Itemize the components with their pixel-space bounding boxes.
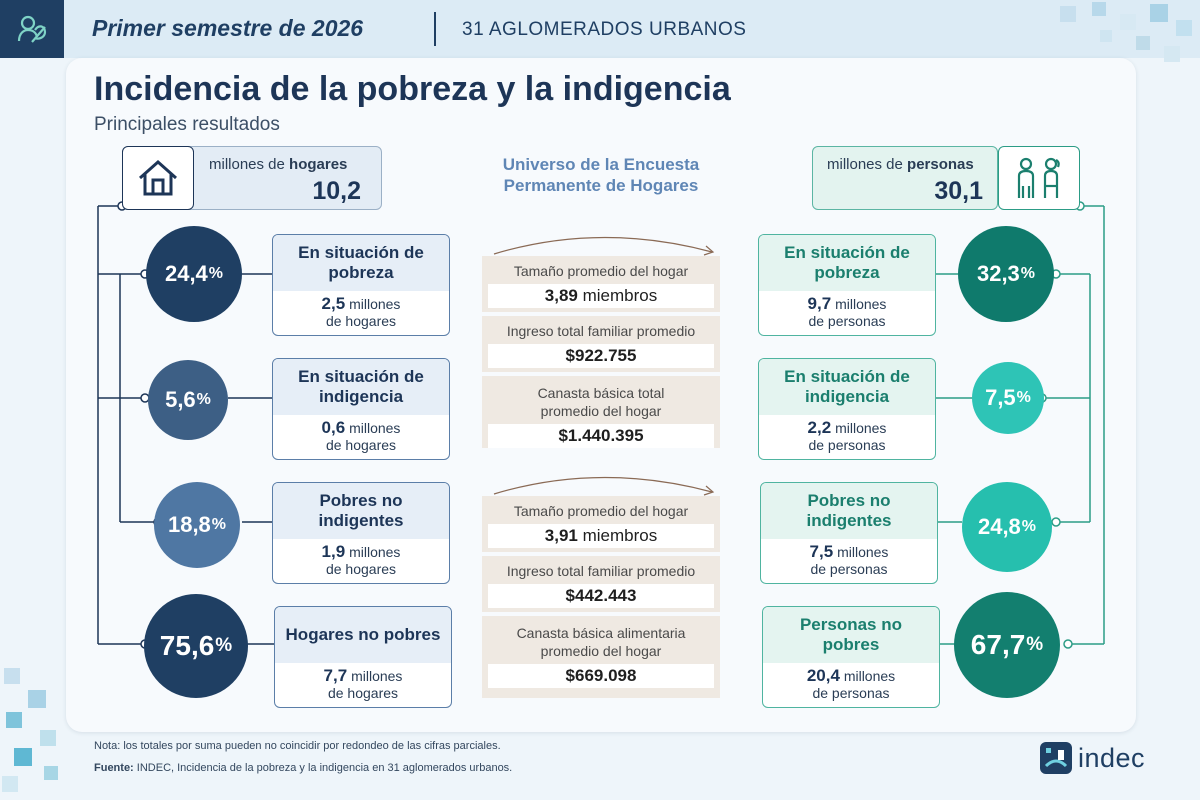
- households-universe-label: millones de hogares: [209, 156, 348, 173]
- pixel-decoration-bottom: [2, 668, 58, 792]
- households-poverty-circle: 24,4%: [146, 226, 242, 322]
- persons-non-poor-box: Personas no pobres 20,4 millones de perso…: [762, 606, 940, 708]
- households-poverty-count: 2,5 millones de hogares: [321, 294, 401, 329]
- middle-g2-household-size: Tamaño promedio del hogar 3,91 miembros: [482, 496, 720, 552]
- households-non-poor-title: Hogares no pobres: [275, 607, 451, 663]
- middle-g1-income-value: $922.755: [488, 344, 714, 368]
- households-poverty-title: En situación de pobreza: [273, 235, 449, 291]
- middle-g2-basket-value: $669.098: [488, 664, 714, 688]
- persons-poor-non-indigent-circle: 24,8%: [962, 482, 1052, 572]
- footer-source: Fuente: INDEC, Incidencia de la pobreza …: [94, 762, 513, 774]
- persons-universe-box: millones de personas 30,1: [812, 146, 998, 210]
- middle-g2-income-label: Ingreso total familiar promedio: [506, 563, 696, 579]
- footer-note: Nota: los totales por suma pueden no coi…: [94, 740, 501, 752]
- persons-non-poor-circle: 67,7%: [954, 592, 1060, 698]
- indec-mark-icon: [1040, 742, 1072, 774]
- persons-poverty-count: 9,7 millones de personas: [807, 294, 887, 329]
- households-poor-non-indigent-circle: 18,8%: [154, 482, 240, 568]
- households-non-poor-count: 7,7 millones de hogares: [323, 666, 403, 701]
- persons-indigence-box: En situación de indigencia 2,2 millones d…: [758, 358, 936, 460]
- header-divider: [434, 12, 436, 46]
- scope-label: 31 AGLOMERADOS URBANOS: [462, 19, 747, 40]
- households-poverty-box: En situación de pobreza 2,5 millones de h…: [272, 234, 450, 336]
- middle-g2-basket: Canasta básica alimentaria promedio del …: [482, 616, 720, 698]
- persons-poor-non-indigent-count: 7,5 millones de personas: [809, 542, 889, 577]
- households-poor-non-indigent-box: Pobres no indigentes 1,9 millones de hoga…: [272, 482, 450, 584]
- page-title: Incidencia de la pobreza y la indigencia: [94, 70, 731, 108]
- people-icon: [998, 146, 1080, 210]
- households-indigence-circle: 5,6%: [148, 360, 228, 440]
- universe-center-label: Universo de la Encuesta Permanente de Ho…: [502, 155, 700, 195]
- middle-g2-household-size-value: 3,91 miembros: [488, 524, 714, 548]
- persons-indigence-circle: 7,5%: [972, 362, 1044, 434]
- middle-g2-income: Ingreso total familiar promedio $442.443: [482, 556, 720, 612]
- top-bar: [0, 0, 1200, 58]
- persons-poor-non-indigent-box: Pobres no indigentes 7,5 millones de pers…: [760, 482, 938, 584]
- persons-poverty-title: En situación de pobreza: [759, 235, 935, 291]
- middle-g1-household-size: Tamaño promedio del hogar 3,89 miembros: [482, 256, 720, 312]
- persons-indigence-title: En situación de indigencia: [759, 359, 935, 415]
- households-poor-non-indigent-count: 1,9 millones de hogares: [321, 542, 401, 577]
- households-poor-non-indigent-title: Pobres no indigentes: [273, 483, 449, 539]
- page-subtitle: Principales resultados: [94, 114, 280, 135]
- middle-g2-household-size-label: Tamaño promedio del hogar: [513, 503, 689, 519]
- households-non-poor-box: Hogares no pobres 7,7 millones de hogares: [274, 606, 452, 708]
- households-universe-value: 10,2: [312, 177, 361, 205]
- middle-g1-basket: Canasta básica total promedio del hogar …: [482, 376, 720, 448]
- persons-indigence-count: 2,2 millones de personas: [807, 418, 887, 453]
- pixel-decoration-top: [1060, 2, 1192, 62]
- households-indigence-title: En situación de indigencia: [273, 359, 449, 415]
- persons-poor-non-indigent-title: Pobres no indigentes: [761, 483, 937, 539]
- persons-poverty-box: En situación de pobreza 9,7 millones de p…: [758, 234, 936, 336]
- period-label: Primer semestre de 2026: [92, 15, 364, 41]
- persons-non-poor-title: Personas no pobres: [763, 607, 939, 663]
- indec-wordmark: indec: [1078, 742, 1146, 773]
- brand-logo-icon: [0, 0, 64, 58]
- middle-g1-income: Ingreso total familiar promedio $922.755: [482, 316, 720, 372]
- persons-poverty-circle: 32,3%: [958, 226, 1054, 322]
- middle-g1-household-size-label: Tamaño promedio del hogar: [513, 263, 689, 279]
- persons-universe-value: 30,1: [934, 177, 983, 205]
- households-non-poor-circle: 75,6%: [144, 594, 248, 698]
- persons-non-poor-count: 20,4 millones de personas: [806, 666, 896, 701]
- households-indigence-box: En situación de indigencia 0,6 millones d…: [272, 358, 450, 460]
- middle-g1-household-size-value: 3,89 miembros: [488, 284, 714, 308]
- middle-g1-basket-label: Canasta básica total promedio del hogar: [537, 385, 665, 419]
- middle-g1-basket-value: $1.440.395: [488, 424, 714, 448]
- indec-brand: indec: [1040, 742, 1145, 774]
- house-icon: [122, 146, 194, 210]
- households-indigence-count: 0,6 millones de hogares: [321, 418, 401, 453]
- persons-universe-label: millones de personas: [827, 156, 974, 173]
- middle-g1-income-label: Ingreso total familiar promedio: [506, 323, 696, 339]
- middle-g2-basket-label: Canasta básica alimentaria promedio del …: [516, 625, 686, 659]
- middle-g2-income-value: $442.443: [488, 584, 714, 608]
